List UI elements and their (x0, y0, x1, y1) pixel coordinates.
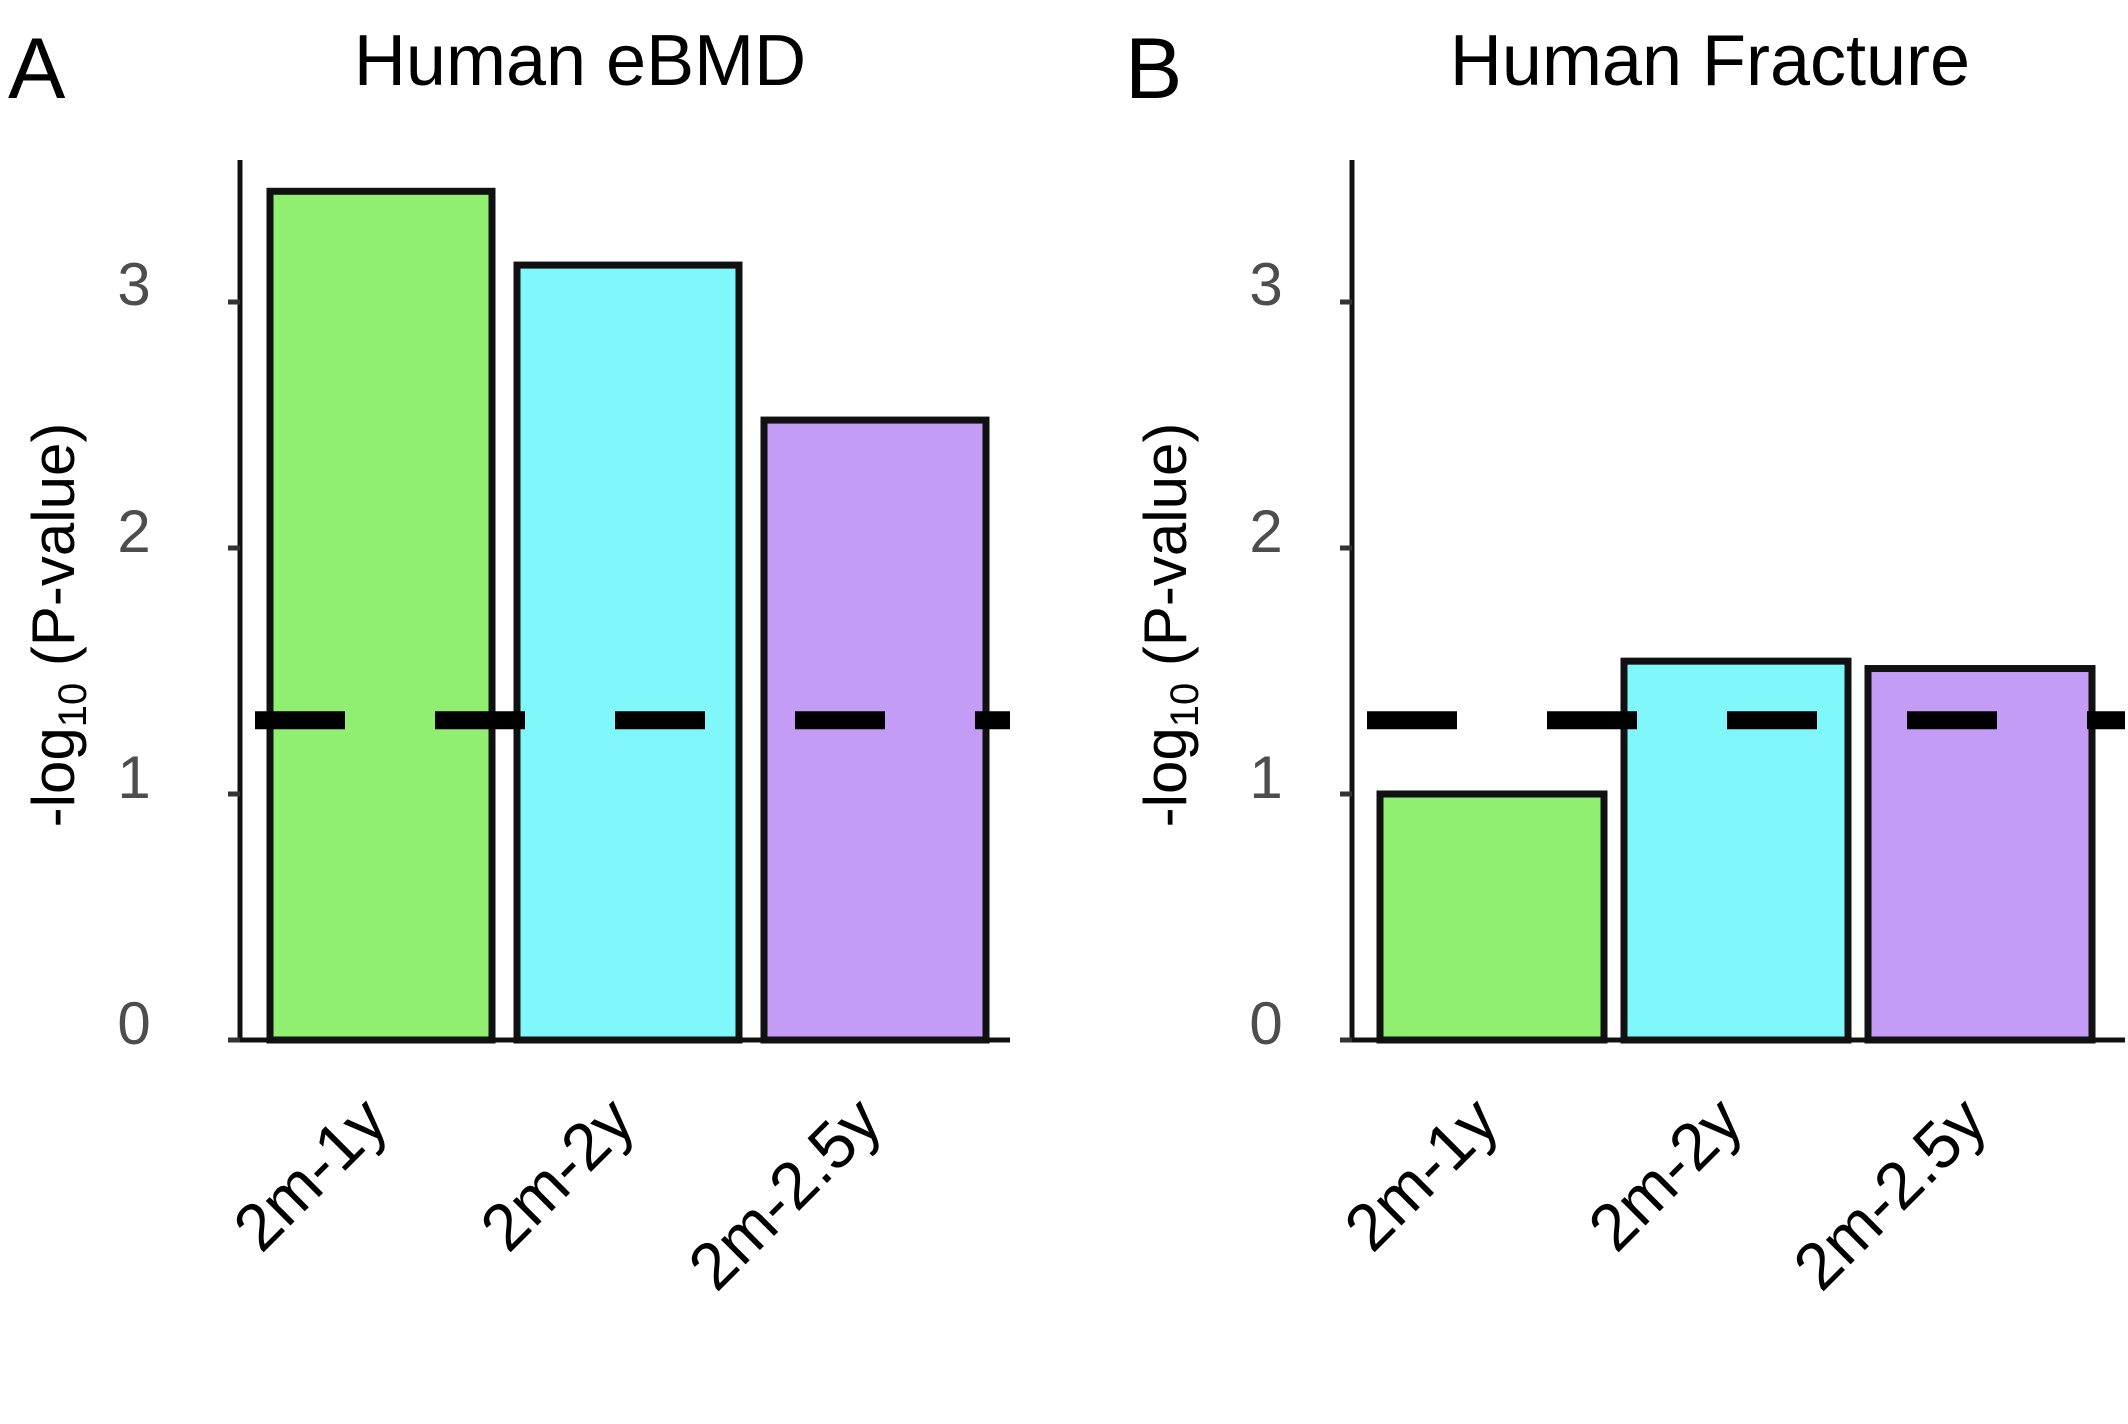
panel-a-y-axis-label: -log10 (P-value) (20, 423, 95, 828)
panel-b-x-tick-2m-2y: 2m-2y (1574, 1083, 1756, 1265)
panel-a-letter: A (8, 21, 66, 117)
panel-a-title: Human eBMD (354, 21, 806, 101)
panel-b-y-tick-2: 2 (1249, 498, 1282, 565)
panel-b-x-tick-labels: 2m-1y 2m-2y 2m-2.5y (1330, 1083, 2000, 1304)
panel-b-bar-2m-1y (1376, 790, 1608, 1044)
panel-b-y-axis-label: -log10 (P-value) (1132, 423, 1207, 828)
panel-a-y-tick-1: 1 (117, 744, 150, 811)
panel-b: B Human Fracture -log10 (P-value) 0 1 2 … (1125, 21, 2125, 1303)
panel-b-y-tick-1: 1 (1249, 744, 1282, 811)
panel-a-x-tick-2m-1y: 2m-1y (219, 1083, 401, 1265)
panel-a-x-tick-2m-2.5y: 2m-2.5y (674, 1083, 895, 1304)
panel-a-y-tick-3: 3 (117, 251, 150, 318)
panel-b-axes (1340, 160, 2125, 1043)
panel-b-y-tick-3: 3 (1249, 251, 1282, 318)
panel-a-x-tick-2m-2y: 2m-2y (466, 1083, 648, 1265)
panel-b-x-tick-2m-1y: 2m-1y (1330, 1083, 1512, 1265)
panel-b-letter: B (1125, 21, 1182, 117)
panel-a-y-tick-0: 0 (117, 990, 150, 1057)
panel-b-title: Human Fracture (1450, 21, 1970, 101)
panel-a-bar-2m-1y (266, 187, 496, 1044)
panel-a-axes (228, 160, 1010, 1043)
panel-a-bar-2m-2y (513, 261, 743, 1044)
panel-b-y-tick-0: 0 (1249, 990, 1282, 1057)
panel-b-x-tick-2m-2.5y: 2m-2.5y (1779, 1083, 2000, 1304)
panel-a-bars (266, 187, 990, 1044)
panel-b-bar-2m-2.5y (1864, 665, 2096, 1044)
panel-a-bar-2m-2.5y (760, 416, 990, 1044)
panel-a-y-tick-2: 2 (117, 498, 150, 565)
panel-a-x-tick-labels: 2m-1y 2m-2y 2m-2.5y (219, 1083, 895, 1304)
panel-a: A Human eBMD -log10 (P-value) 0 1 2 3 2m… (8, 21, 1010, 1303)
